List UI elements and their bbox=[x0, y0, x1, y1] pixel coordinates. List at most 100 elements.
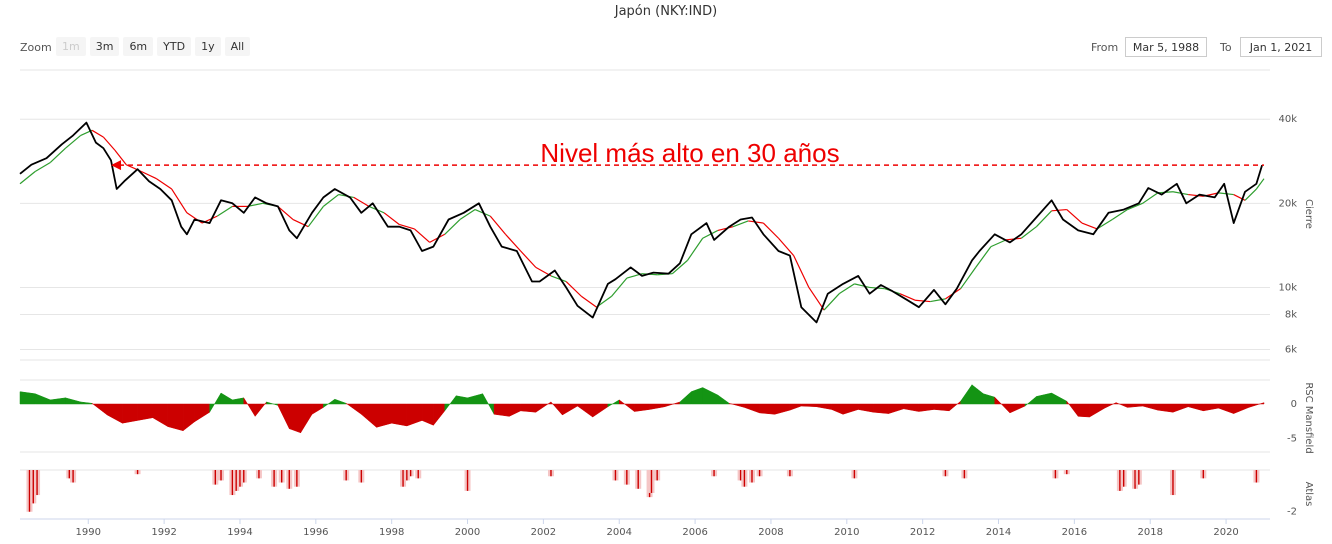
zoom-1m-button[interactable]: 1m bbox=[56, 37, 86, 56]
rsc-area-segment bbox=[960, 383, 973, 405]
zoom-ytd-button[interactable]: YTD bbox=[157, 37, 192, 56]
moving-average-segment bbox=[399, 223, 415, 230]
x-tick-label: 2004 bbox=[607, 527, 632, 538]
axes: 40k 20k 10k 8k 6k Cierre 0 -5 RSC Mansfield -2 Atl… bbox=[20, 114, 1314, 538]
zoom-6m-button[interactable]: 6m bbox=[123, 37, 154, 56]
rsc-area-segment bbox=[243, 396, 256, 418]
rsc-tick-label: 0 bbox=[1291, 399, 1297, 410]
rsc-area-segment bbox=[1203, 403, 1219, 412]
moving-average-segment bbox=[489, 215, 506, 235]
moving-average-segment bbox=[520, 250, 537, 268]
moving-average-segment bbox=[1096, 219, 1113, 230]
moving-average-segment bbox=[414, 228, 431, 243]
rsc-area-segment bbox=[842, 403, 859, 415]
rsc-area-segment bbox=[493, 403, 510, 417]
rsc-area-segment bbox=[1218, 403, 1234, 414]
x-tick-label: 2014 bbox=[986, 527, 1011, 538]
moving-average-segment bbox=[717, 226, 734, 231]
rsc-area-segment bbox=[122, 403, 138, 424]
moving-average-segment bbox=[156, 178, 173, 190]
rsc-area-segment bbox=[334, 398, 347, 405]
moving-average-segment bbox=[854, 283, 870, 289]
moving-average-segment bbox=[216, 205, 233, 217]
price-axis-title: Cierre bbox=[1303, 199, 1314, 229]
price-tick-label: 10k bbox=[1278, 282, 1297, 293]
rsc-area-segment bbox=[194, 403, 210, 423]
moving-average-segment bbox=[1036, 210, 1053, 228]
atlas-tick-label: -2 bbox=[1287, 507, 1297, 518]
rsc-area-segment bbox=[634, 403, 650, 412]
rsc-area-segment bbox=[717, 394, 730, 405]
rsc-area-segment bbox=[455, 395, 468, 405]
moving-average-segment bbox=[1244, 188, 1257, 201]
rsc-area-segment bbox=[1089, 403, 1105, 418]
rsc-area-segment bbox=[482, 393, 495, 415]
moving-average-segment bbox=[930, 298, 946, 303]
zoom-buttons: 1m 3m 6m YTD 1y All bbox=[56, 37, 251, 56]
rsc-area-segment bbox=[983, 393, 995, 405]
moving-average-segment bbox=[960, 267, 977, 290]
x-tick-label: 2010 bbox=[834, 527, 859, 538]
rsc-area-segment bbox=[577, 403, 593, 418]
moving-average-segment bbox=[307, 206, 324, 228]
moving-average-segment bbox=[975, 246, 992, 268]
rsc-area-segment bbox=[618, 399, 635, 413]
zoom-3m-button[interactable]: 3m bbox=[89, 37, 120, 56]
moving-average-segment bbox=[611, 277, 628, 297]
rsc-area-segment bbox=[152, 403, 169, 428]
rsc-area-segment bbox=[137, 403, 153, 421]
rsc-area-segment bbox=[831, 403, 844, 415]
zoom-1y-button[interactable]: 1y bbox=[195, 37, 221, 56]
zoom-all-button[interactable]: All bbox=[224, 37, 251, 56]
rsc-area-segment bbox=[888, 403, 904, 414]
x-tick-label: 1996 bbox=[303, 527, 328, 538]
rsc-area-segment bbox=[550, 401, 563, 416]
x-tick-label: 2000 bbox=[455, 527, 480, 538]
rsc-area-segment bbox=[1248, 402, 1265, 408]
price-tick-label: 6k bbox=[1285, 344, 1297, 355]
arrow-head-icon bbox=[111, 160, 122, 171]
rsc-area-segment bbox=[816, 403, 832, 410]
rsc-area-segment bbox=[406, 403, 423, 427]
moving-average-segment bbox=[353, 196, 370, 207]
rsc-area-segment bbox=[679, 391, 692, 405]
price-panel bbox=[19, 121, 1265, 324]
rsc-tick-label: -5 bbox=[1287, 433, 1297, 444]
moving-average-segment bbox=[114, 149, 127, 166]
from-date-input[interactable]: Mar 5, 1988 bbox=[1125, 37, 1207, 57]
rsc-area-segment bbox=[289, 403, 301, 434]
rsc-area-segment bbox=[167, 403, 184, 432]
moving-average-segment bbox=[1066, 209, 1083, 224]
moving-average-segment bbox=[762, 222, 779, 239]
moving-average-segment bbox=[915, 299, 931, 303]
rsc-area-segment bbox=[345, 402, 362, 415]
moving-average-segment bbox=[1127, 202, 1143, 211]
moving-average-segment bbox=[1020, 226, 1037, 239]
zoom-label: Zoom bbox=[20, 41, 52, 54]
rsc-area-segment bbox=[520, 403, 537, 413]
rsc-axis-title: RSC Mansfield bbox=[1303, 382, 1314, 453]
moving-average-segment bbox=[1051, 208, 1067, 212]
rsc-area-segment bbox=[1024, 395, 1037, 407]
rsc-area-segment bbox=[80, 401, 93, 405]
x-tick-label: 2002 bbox=[531, 527, 556, 538]
rsc-area-segment bbox=[1157, 403, 1174, 413]
moving-average-segment bbox=[990, 239, 1007, 248]
rsc-area-segment bbox=[562, 403, 578, 416]
rsc-area-segment bbox=[1066, 400, 1079, 418]
moving-average-segment bbox=[383, 212, 400, 225]
rsc-area-segment bbox=[311, 403, 324, 415]
rsc-area-segment bbox=[391, 403, 408, 427]
rsc-area-segment bbox=[801, 403, 817, 408]
rsc-area-segment bbox=[421, 403, 434, 426]
moving-average-segment bbox=[292, 218, 309, 228]
to-date-input[interactable]: Jan 1, 2021 bbox=[1240, 37, 1322, 57]
rsc-area-segment bbox=[232, 397, 245, 405]
moving-average-segment bbox=[171, 188, 188, 214]
moving-average-segment bbox=[732, 220, 749, 228]
atlas-axis-title: Atlas bbox=[1303, 482, 1314, 507]
rsc-area-segment bbox=[1142, 403, 1159, 411]
rsc-area-segment bbox=[535, 401, 552, 413]
rsc-area-segment bbox=[774, 403, 791, 415]
